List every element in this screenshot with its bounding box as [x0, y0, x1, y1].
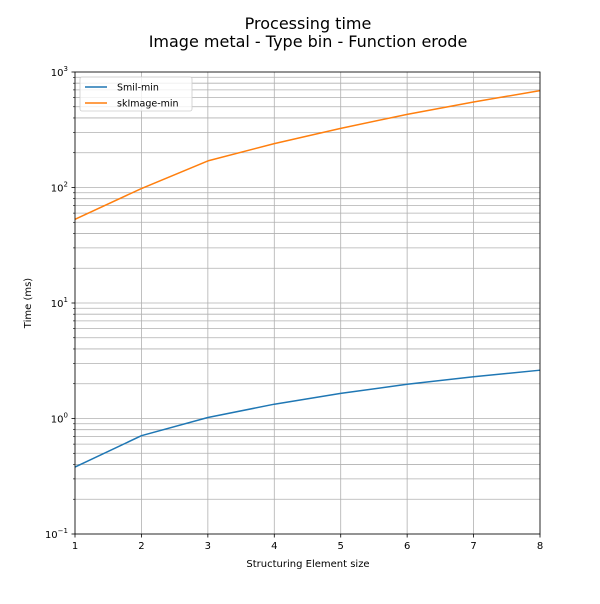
chart-title: Processing time [245, 14, 372, 33]
x-tick-label: 6 [404, 541, 410, 552]
x-tick-label: 3 [205, 541, 211, 552]
chart-subtitle: Image metal - Type bin - Function erode [149, 32, 468, 51]
x-axis-label: Structuring Element size [246, 559, 369, 570]
legend-label: Smil-min [117, 83, 159, 94]
x-tick-label: 1 [72, 541, 78, 552]
series-line-skimage-min [74, 89, 541, 221]
x-tick-label: 7 [470, 541, 476, 552]
x-tick-label: 2 [138, 541, 144, 552]
y-tick-label: 100 [51, 412, 68, 426]
grid [74, 71, 541, 535]
legend-label: skImage-min [117, 99, 179, 110]
series-lines [74, 89, 541, 468]
axis-ticks: 1 2 3 4 5 6 7 8 10−1 100 101 102 103 [45, 65, 543, 552]
x-tick-label: 5 [338, 541, 344, 552]
series-line-smil-min [74, 369, 541, 468]
y-tick-label: 10−1 [45, 527, 68, 541]
x-tick-label: 4 [271, 541, 277, 552]
y-axis-label: Time (ms) [23, 278, 34, 330]
y-tick-label: 102 [51, 181, 68, 195]
x-tick-label: 8 [537, 541, 543, 552]
y-tick-label: 103 [51, 65, 68, 79]
y-tick-label: 101 [51, 296, 68, 310]
legend-box [79, 76, 193, 112]
legend: Smil-min skImage-min [79, 76, 193, 112]
